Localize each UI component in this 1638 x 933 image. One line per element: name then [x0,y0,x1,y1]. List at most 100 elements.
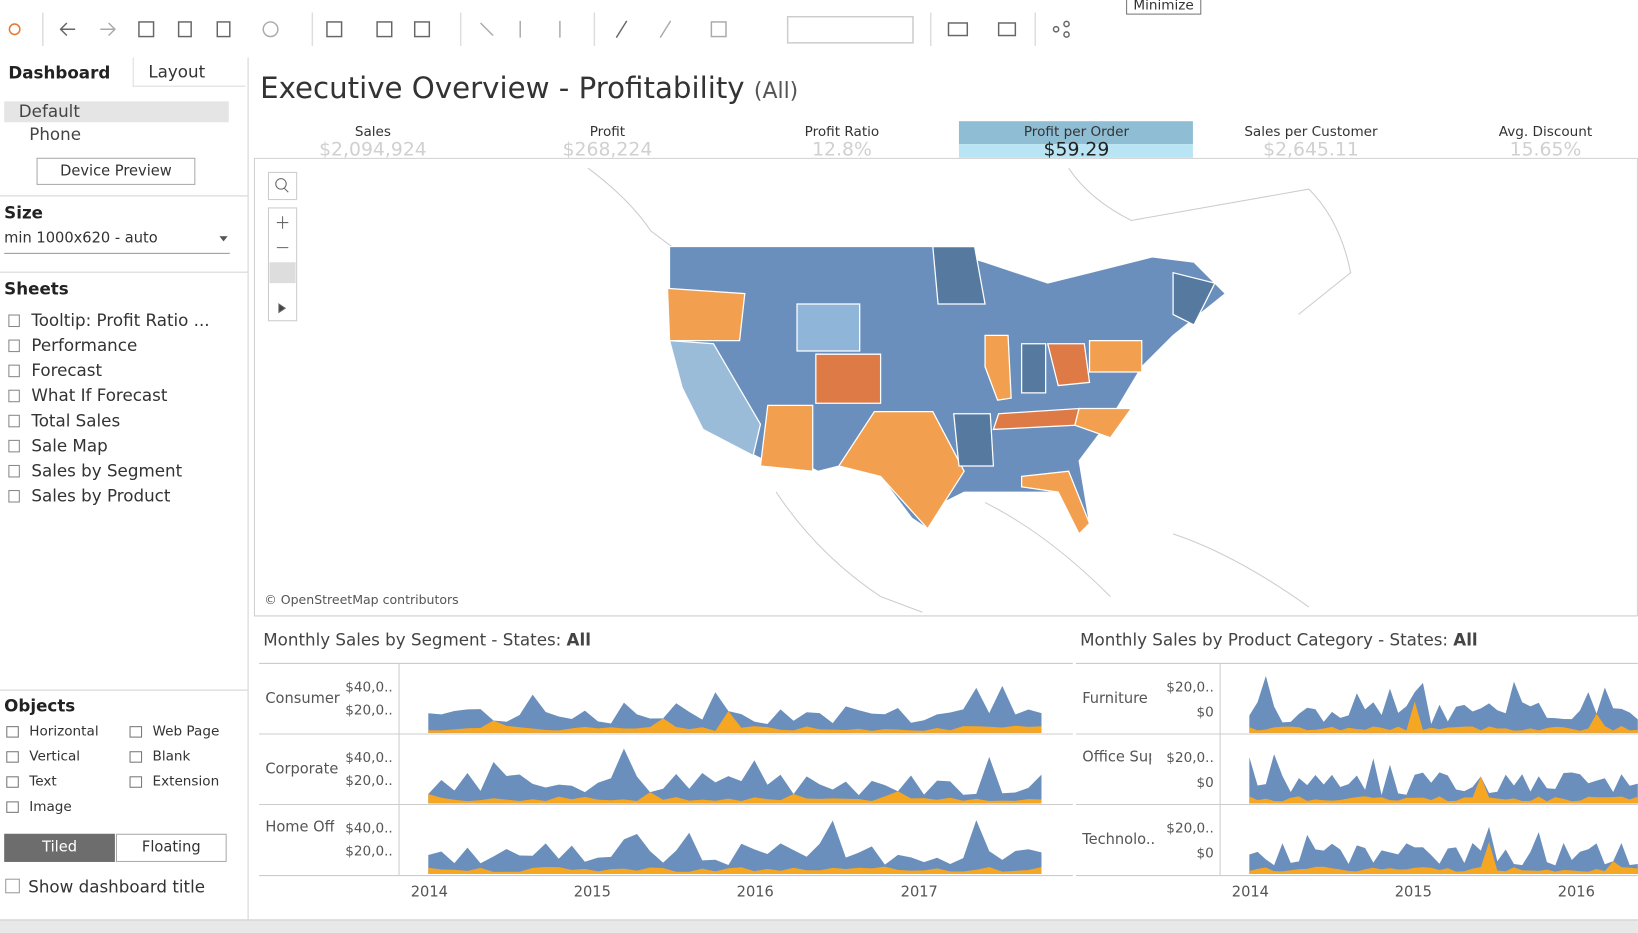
kpi-value: 12.8% [812,140,872,158]
button[interactable]: Device Preview [36,157,196,185]
area-blue [1249,826,1638,874]
dashboard-title: Executive Overview - Profitability (All) [260,71,798,105]
row-label-box: Home Office [265,819,335,836]
row-label-box: Office Supplies [1082,749,1151,766]
object-item[interactable]: Vertical [29,749,81,765]
title-text: Monthly Sales by Segment - States: [263,629,561,649]
row-label: Home Office [265,819,335,836]
separator [0,271,248,273]
sheet-item[interactable]: What If Forecast [31,385,168,406]
kpi-label[interactable]: Avg. Discount [1498,124,1593,141]
sheet-icon [8,364,20,378]
device-option[interactable]: Default [4,101,229,123]
title-text: Monthly Sales by Product Category - Stat… [1080,629,1448,649]
charts: Monthly Sales by Segment - States: All Con… [259,629,1638,900]
object-icon [6,776,19,788]
object-item[interactable]: Horizontal [29,724,99,740]
sheet-icon [8,464,20,478]
status-bar [0,919,1638,933]
panel-title: Monthly Sales by Product Category - Stat… [1080,629,1478,649]
kpi-label[interactable]: Sales per Customer [1244,124,1378,141]
sheet-item[interactable]: Sales by Product [31,485,171,506]
sheet-icon [8,389,20,403]
y-tick-label: $20,0.. [345,773,393,789]
x-tick-label: 2015 [1395,883,1432,900]
sheet-item[interactable]: Performance [31,335,138,356]
checkbox-label[interactable]: Show dashboard title [28,876,206,897]
sheet-icon [8,439,20,453]
sheet-item[interactable]: Forecast [31,360,103,381]
y-tick-label: $20,0.. [345,702,393,718]
kpi-value: $59.29 [1043,140,1110,158]
object-item[interactable]: Web Page [152,724,220,740]
object-icon [129,751,143,763]
area-orange [428,866,1042,874]
device-option[interactable]: Phone [29,124,82,145]
tab[interactable]: Dashboard [8,62,111,83]
kpi-label[interactable]: Profit Ratio [804,124,880,141]
map: © OpenStreetMap contributors [253,157,1638,617]
object-icon [129,726,143,738]
size-select[interactable]: min 1000x620 - auto [4,229,158,247]
area-blue [1249,754,1638,804]
underline [4,252,230,254]
row-label: Consumer [265,690,339,707]
checkbox[interactable] [5,878,20,894]
title-filter: (All) [753,78,799,104]
sheet-icon [8,414,20,428]
area-orange [428,711,1042,733]
section-heading: Objects [4,695,76,716]
kpi-label[interactable]: Profit per Order [1023,124,1130,141]
object-icon [6,726,19,738]
object-item[interactable]: Extension [152,774,220,790]
area-orange [1249,701,1638,733]
kpi-highlight [958,144,1193,158]
x-tick-label: 2016 [737,883,774,900]
sheet-icon [8,314,20,328]
area-orange [1249,841,1638,874]
section-heading: Size [4,202,44,223]
x-tick-label: 2014 [1232,883,1269,900]
x-tick-label: 2017 [901,883,938,900]
row-label: Furniture [1082,690,1148,707]
area-blue [1249,675,1638,733]
object-item[interactable]: Blank [152,749,191,765]
sheet-item[interactable]: Total Sales [31,410,121,431]
x-tick-label: 2016 [1558,883,1595,900]
section-heading: Sheets [4,278,69,299]
kpi-value: $2,094,924 [319,140,427,158]
sheet-icon [8,339,20,353]
sidebar: Dashboard Layout Default Phone Device Pr… [0,57,249,920]
x-tick-label: 2014 [411,883,448,900]
object-icon [129,776,143,788]
y-tick-label: $20,0.. [1166,679,1214,695]
y-tick-label: $0 [1197,775,1214,791]
separator [0,195,248,197]
row-label: Technolo.. [1081,831,1155,848]
tiled-button[interactable]: Tiled [4,833,115,862]
x-tick-label: 2015 [574,883,611,900]
title-text: Executive Overview - Profitability [260,71,745,106]
object-item[interactable]: Text [29,774,57,790]
y-tick-label: $20,0.. [1166,821,1214,837]
floating-button[interactable]: Floating [115,833,227,862]
area-blue [428,748,1042,804]
sheet-item[interactable]: Sales by Segment [31,460,183,481]
object-item[interactable]: Image [29,799,72,815]
dropdown-arrow [219,236,228,242]
sheet-icon [8,490,20,503]
object-icon [6,801,19,813]
sheet-item[interactable]: Sale Map [31,435,108,456]
tooltip: Minimize [1126,0,1202,15]
kpi-label[interactable]: Sales [354,124,391,141]
kpi-highlight [958,121,1193,145]
sheet-item[interactable]: Tooltip: Profit Ratio ... [31,310,210,331]
area-orange [1249,776,1638,804]
tab[interactable]: Layout [132,57,246,87]
area-orange [428,791,1042,804]
y-tick-label: $0 [1197,705,1214,721]
row-label: Corporate [265,760,338,777]
kpi-label[interactable]: Profit [589,124,626,141]
area-blue [428,820,1042,874]
